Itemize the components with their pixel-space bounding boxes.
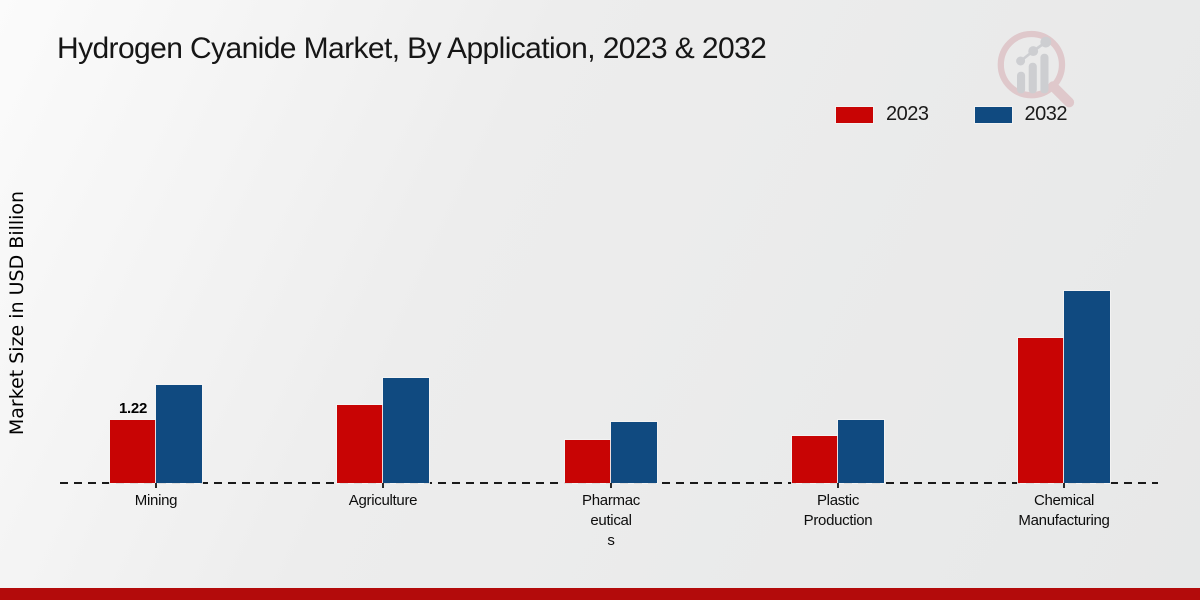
y-axis-label: Market Size in USD Billion — [6, 190, 28, 436]
bar-2032-pharmaceuticals — [611, 422, 657, 483]
legend: 2023 2032 — [836, 103, 1067, 126]
bar-2032-agriculture — [383, 378, 429, 483]
bar-2023-agriculture — [337, 405, 383, 483]
bar-2032-chemical-manufacturing — [1064, 291, 1110, 483]
bar-2032-plastic-production — [838, 420, 884, 483]
legend-label-2023: 2023 — [886, 103, 929, 125]
legend-label-2032: 2032 — [1024, 103, 1068, 125]
footer-accent-bar — [0, 588, 1200, 600]
legend-swatch-2023 — [836, 106, 873, 123]
legend-item-2023: 2023 — [836, 103, 929, 126]
category-label-plastic-production: Plastic Production — [803, 492, 873, 529]
chart-plot: Mining Agriculture Pharmac eutical s Plastic P… — [60, 53, 1158, 549]
bar-2032-mining — [156, 385, 202, 483]
x-axis-tick — [837, 483, 839, 488]
category-label-agriculture: Agriculture — [348, 492, 418, 509]
chart-title: Hydrogen Cyanide Market, By Application,… — [57, 32, 767, 65]
x-axis-tick — [610, 483, 612, 488]
category-label-mining: Mining — [134, 492, 178, 509]
bar-2023-pharmaceuticals — [565, 440, 611, 483]
bar-2023-plastic-production — [792, 436, 838, 483]
x-axis-tick — [382, 483, 384, 488]
bar-value-label: 1.22 — [119, 400, 147, 417]
x-axis-tick — [1063, 483, 1065, 488]
bar-2023-mining — [110, 420, 156, 483]
magnifier-bar-chart-logo-icon — [997, 30, 1075, 108]
bar-2023-chemical-manufacturing — [1018, 338, 1064, 483]
category-label-pharmaceuticals: Pharmac eutical s — [582, 492, 640, 549]
category-label-chemical-manufacturing: Chemical Manufacturing — [1018, 492, 1110, 529]
legend-swatch-2032 — [974, 106, 1012, 123]
x-axis-baseline — [60, 482, 1158, 484]
x-axis-tick — [155, 483, 157, 488]
legend-item-2032: 2032 — [974, 103, 1068, 126]
